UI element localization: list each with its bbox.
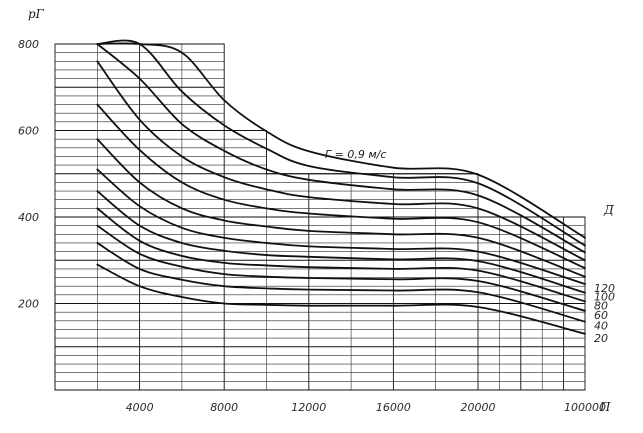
y-tick-label: 800 [18,38,39,51]
chart-grid [54,43,586,391]
curve-series-1 [96,242,586,323]
x-tick-label: 16000 [376,401,411,414]
series-label: 100 [594,291,615,304]
y-tick-label: 600 [18,125,39,138]
x-tick-label: 20000 [461,401,496,414]
curve-series-11 [96,42,586,239]
y-tick-label: 400 [18,211,39,224]
curve-series-7 [96,103,586,269]
x-axis-title: П [599,400,611,414]
curve-series-5 [96,168,586,285]
series-label-title: Д [603,203,614,217]
x-axis-tick-labels: 4000 8000 12000 16000 20000 100000 [126,401,606,414]
y-axis-tick-labels: 200 400 600 800 [18,38,39,311]
curve-series-9 [96,43,586,254]
x-tick-label: 8000 [210,401,238,414]
chart-curves [96,39,586,335]
x-tick-label: 12000 [291,401,326,414]
curve-series-6 [96,138,586,278]
y-tick-label: 200 [18,298,39,311]
series-label: 40 [594,320,608,333]
curve-series-8 [96,60,586,262]
series-label: 120 [594,282,615,295]
curve-series-10 [96,39,586,247]
series-label: 80 [594,299,608,312]
series-label: 60 [594,309,608,322]
curve-series-2 [96,224,586,312]
y-axis-title: pГ [28,7,45,21]
curve-series-4 [96,190,586,294]
x-tick-label: 100000 [564,401,606,414]
chart-annotation: Г = 0,9 м/с [325,148,386,161]
series-label: 20 [594,332,608,345]
curve-series-0 [96,263,586,335]
curve-series-3 [96,207,586,303]
x-tick-label: 4000 [126,401,154,414]
